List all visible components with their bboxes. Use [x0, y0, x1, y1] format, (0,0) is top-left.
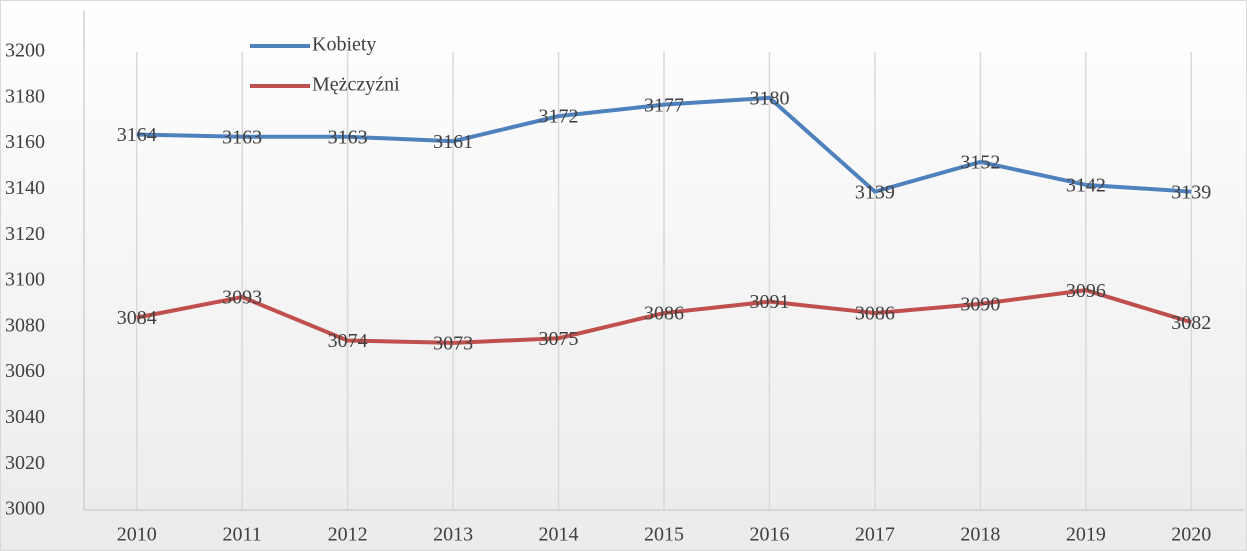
x-tick-label: 2014 — [539, 524, 579, 546]
y-tick-label: 3180 — [5, 85, 45, 107]
data-label: 3074 — [328, 330, 368, 352]
line-series — [136, 95, 1192, 194]
data-label: 3139 — [855, 181, 895, 203]
y-tick-label: 3020 — [5, 452, 45, 474]
x-tick-label: 2018 — [960, 524, 1000, 546]
data-label: 3163 — [328, 126, 368, 148]
data-label: 3163 — [222, 126, 262, 148]
x-tick-label: 2012 — [328, 524, 368, 546]
x-tick-label: 2015 — [644, 524, 684, 546]
data-label: 3180 — [749, 87, 789, 109]
data-label: 3152 — [960, 152, 1000, 174]
data-label: 3093 — [222, 287, 262, 309]
data-label: 3086 — [855, 303, 895, 325]
y-tick-label: 3080 — [5, 314, 45, 336]
line-series — [136, 288, 1192, 345]
x-tick-label: 2010 — [117, 524, 157, 546]
data-label: 3082 — [1171, 312, 1211, 334]
x-tick-label: 2019 — [1066, 524, 1106, 546]
data-label: 3091 — [749, 291, 789, 313]
x-tick-label: 2016 — [749, 524, 789, 546]
data-label: 3142 — [1066, 174, 1106, 196]
legend-label: Kobiety — [312, 34, 376, 56]
y-tick-label: 3000 — [5, 498, 45, 520]
data-label: 3172 — [539, 106, 579, 128]
y-tick-label: 3060 — [5, 360, 45, 382]
y-tick-label: 3100 — [5, 269, 45, 291]
data-label: 3090 — [960, 293, 1000, 315]
data-label: 3096 — [1066, 280, 1106, 302]
x-tick-label: 2013 — [433, 524, 473, 546]
data-label: 3139 — [1171, 181, 1211, 203]
data-label: 3073 — [433, 332, 473, 354]
data-label: 3086 — [644, 303, 684, 325]
data-label: 3075 — [539, 328, 579, 350]
data-label: 3164 — [117, 124, 157, 146]
y-tick-label: 3040 — [5, 406, 45, 428]
legend-label: Mężczyźni — [312, 74, 400, 96]
data-label: 3084 — [117, 307, 157, 329]
y-tick-label: 3200 — [5, 40, 45, 62]
y-tick-label: 3160 — [5, 131, 45, 153]
data-label: 3177 — [644, 94, 684, 116]
x-tick-label: 2017 — [855, 524, 895, 546]
data-label: 3161 — [433, 131, 473, 153]
x-tick-label: 2020 — [1171, 524, 1211, 546]
y-tick-label: 3140 — [5, 177, 45, 199]
y-tick-label: 3120 — [5, 223, 45, 245]
x-tick-label: 2011 — [223, 524, 262, 546]
